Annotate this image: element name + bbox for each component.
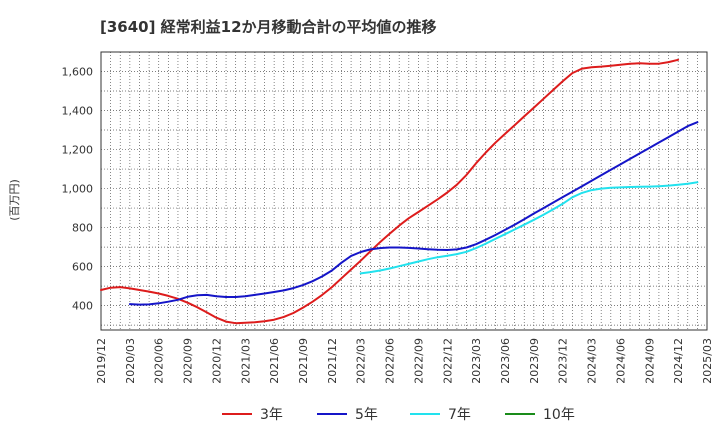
y-tick-label: 400 [72,300,93,313]
x-tick-label: 2021/12 [326,338,339,384]
x-tick-label: 2023/06 [499,338,512,384]
x-tick-label: 2024/06 [614,338,627,384]
series-lines [100,58,699,325]
y-tick-label: 1,400 [62,105,94,118]
x-tick-label: 2021/06 [268,338,281,384]
x-tick-label: 2024/03 [586,338,599,384]
x-tick-label: 2020/09 [182,338,195,384]
x-tick-label: 2023/12 [557,338,570,384]
y-tick-label: 1,200 [62,144,94,157]
legend-label: 7年 [448,407,471,423]
legend-label: 10年 [543,407,575,423]
y-tick-label: 800 [72,222,93,235]
x-tick-label: 2020/03 [124,338,137,384]
x-tick-label: 2020/12 [210,338,223,384]
x-tick-label: 2022/06 [384,338,397,384]
y-axis-label: (百万円) [8,179,21,221]
legend-label: 5年 [355,407,378,423]
x-tick-label: 2023/03 [470,338,483,384]
legend: 3年 5年 7年 10年 [222,407,575,423]
x-axis: 2019/12 2020/03 2020/06 2020/09 2020/12 2021/… [95,338,714,384]
x-tick-label: 2019/12 [95,338,108,384]
x-tick-label: 2024/09 [643,338,656,384]
chart-title: [3640] 経常利益12か月移動合計の平均値の推移 [100,18,437,36]
legend-label: 3年 [260,407,283,423]
x-tick-label: 2021/09 [297,338,310,384]
series-line-5年 [128,121,699,306]
x-tick-label: 2021/03 [239,338,252,384]
x-tick-label: 2022/03 [355,338,368,384]
plot-area [100,51,708,331]
series-line-7年 [359,181,699,275]
x-tick-label: 2025/03 [701,338,714,384]
series-line-3年 [100,58,680,325]
x-tick-label: 2023/09 [528,338,541,384]
x-tick-label: 2020/06 [153,338,166,384]
y-axis: 400 600 800 1,000 1,200 1,400 1,600 [62,66,94,313]
y-tick-label: 1,600 [62,66,94,79]
x-tick-label: 2024/12 [672,338,685,384]
y-tick-label: 600 [72,261,93,274]
grid [101,52,707,330]
x-tick-label: 2022/12 [441,338,454,384]
y-tick-label: 1,000 [62,183,94,196]
x-tick-label: 2022/09 [412,338,425,384]
